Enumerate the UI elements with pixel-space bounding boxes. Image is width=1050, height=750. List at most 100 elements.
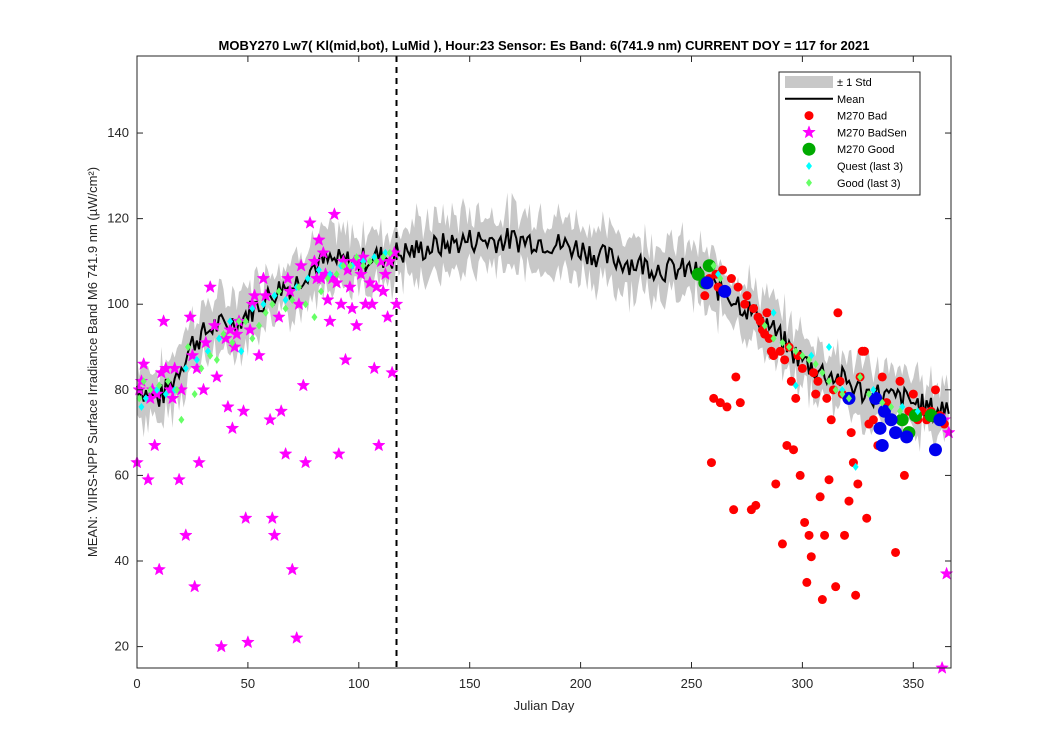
data-point [822,393,832,403]
data-point [236,403,251,418]
legend-swatch [804,111,814,121]
data-point [935,660,949,674]
data-point [845,394,852,403]
data-point [795,470,805,480]
data-point [826,415,836,425]
data-point [156,314,171,328]
data-point [832,385,839,394]
data-point [806,552,816,562]
data-point [895,376,905,386]
data-point [140,377,147,386]
data-point [786,376,796,386]
data-point [334,297,348,311]
chart-title: MOBY270 Lw7( Kl(mid,bot), LuMid ), Hour:… [219,38,870,53]
data-point [771,479,781,489]
data-point [172,472,186,486]
data-point [764,333,774,343]
data-point [791,393,801,403]
data-point [210,369,224,383]
legend-entry: M270 Bad [804,111,887,123]
data-point [346,261,353,270]
data-point [826,343,833,352]
data-point [717,274,724,283]
legend-label: Mean [837,94,865,106]
data-point [813,376,823,386]
x-tick-label: 0 [133,676,140,691]
data-point [769,351,779,361]
data-point [178,415,185,424]
data-point [366,257,373,266]
data-point [789,445,799,455]
data-points [130,207,956,674]
plot-frame [136,55,952,669]
data-point [318,287,325,296]
data-point [731,372,741,382]
x-tick-label: 150 [459,676,481,691]
data-point [709,393,719,403]
data-point [815,492,825,502]
data-point [343,279,357,293]
data-point [792,347,799,356]
data-point [775,346,785,356]
data-point [742,291,752,301]
legend-swatch [802,142,816,156]
data-point [380,309,395,323]
data-point [147,385,154,394]
data-point [165,377,172,386]
y-tick-label: 100 [107,296,129,311]
x-tick-label: 250 [681,676,703,691]
data-point [136,394,143,403]
data-point [376,284,391,298]
data-point [383,254,397,268]
data-point [889,426,903,440]
data-point [851,590,861,600]
data-point [895,413,909,427]
data-point [873,421,887,435]
data-point [839,390,846,399]
y-tick-label: 140 [107,125,129,140]
data-point [265,510,280,525]
data-point [839,385,846,394]
legend-swatch [806,162,812,170]
data-point [338,352,353,366]
data-point [238,347,245,356]
data-point [870,385,877,394]
data-point [182,364,189,373]
data-point [138,402,145,411]
data-point [859,346,869,356]
data-point [241,635,255,649]
data-point [840,530,850,540]
legend-entry: Quest (last 3) [806,161,903,173]
legend-swatch [785,76,833,88]
data-point [327,207,342,221]
data-point [256,271,271,285]
data-point [373,257,380,266]
series-m270-badsen [130,207,956,674]
data-point [216,334,223,343]
legend-entry: M270 BadSen [802,125,907,139]
data-point [315,265,322,274]
data-point [196,382,211,396]
data-point [214,639,229,653]
data-point [735,398,745,408]
data-point [349,318,364,332]
data-point [806,355,813,364]
data-point [718,265,728,275]
data-point [914,407,921,416]
data-point [221,399,235,413]
legend-label: Good (last 3) [837,178,901,190]
legend-label: ± 1 Std [837,77,872,89]
data-point [857,372,864,381]
data-point [700,291,710,301]
data-point [786,343,793,352]
data-point [933,413,947,427]
data-point [831,582,841,592]
data-point [165,391,180,405]
data-point [941,425,956,439]
legend-entry: Mean [785,94,865,106]
data-point [198,364,205,373]
y-axis-label: MEAN: VIIRS-NPP Surface Irradiance Band … [85,167,100,557]
data-point [380,253,387,262]
data-point [227,339,242,353]
